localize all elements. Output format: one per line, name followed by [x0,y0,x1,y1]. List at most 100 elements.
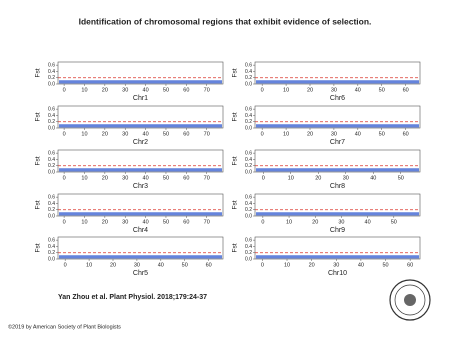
y-tick-label: 0.2 [48,119,55,125]
plot-frame [57,193,224,217]
x-tick-label: 20 [315,175,321,181]
x-tick-label: 0 [261,262,264,268]
y-tick-label: 0.0 [245,256,252,262]
y-tick-label: 0.2 [245,250,252,256]
y-tick-label: 0.6 [245,106,252,112]
x-tick-label: 0 [261,131,264,137]
y-tick-label: 0.4 [245,201,252,207]
x-tick-label: 20 [110,262,116,268]
chromosome-label: Chr2 [133,139,148,146]
x-tick-label: 40 [355,131,361,137]
y-axis-label: Fst [35,68,42,77]
x-tick-label: 10 [81,219,87,225]
plot-frame [254,105,421,129]
x-tick-label: 60 [183,131,189,137]
plot-frame [57,149,224,173]
y-axis-label: Fst [232,243,239,252]
plot-frame [254,61,421,85]
y-tick-label: 0.0 [245,169,252,175]
x-tick-label: 70 [204,131,210,137]
y-tick-label: 0.4 [245,113,252,119]
copyright: ©2019 by American Society of Plant Biolo… [8,323,121,330]
x-tick-label: 40 [355,87,361,93]
y-tick-label: 0.6 [48,237,55,243]
x-tick-label: 0 [262,175,265,181]
x-tick-label: 60 [403,87,409,93]
y-axis-label: Fst [232,200,239,209]
fst-density [59,80,222,84]
x-tick-label: 60 [206,262,212,268]
y-tick-label: 0.0 [48,169,55,175]
x-tick-label: 10 [81,175,87,181]
x-tick-label: 50 [391,219,397,225]
x-tick-label: 20 [312,219,318,225]
plot-frame [254,149,421,173]
y-tick-label: 0.4 [245,69,252,75]
y-tick-label: 0.6 [48,62,55,68]
fst-density [59,255,222,259]
x-tick-label: 40 [143,219,149,225]
x-tick-label: 30 [122,87,128,93]
x-tick-label: 10 [283,131,289,137]
y-axis-label: Fst [35,243,42,252]
x-tick-label: 50 [163,87,169,93]
x-tick-label: 70 [204,219,210,225]
plot-frame [254,236,421,260]
y-tick-label: 0.6 [48,194,55,200]
x-tick-label: 10 [288,175,294,181]
x-tick-label: 50 [163,175,169,181]
y-tick-label: 0.4 [245,157,252,163]
x-tick-label: 40 [143,87,149,93]
x-tick-label: 40 [365,219,371,225]
society-seal [389,279,431,321]
x-tick-label: 0 [64,262,67,268]
x-tick-label: 30 [331,87,337,93]
x-tick-label: 50 [379,87,385,93]
y-tick-label: 0.2 [245,75,252,81]
chromosome-label: Chr3 [133,183,148,190]
citation: Yan Zhou et al. Plant Physiol. 2018;179:… [58,294,207,301]
y-axis-label: Fst [35,156,42,165]
x-tick-label: 50 [163,131,169,137]
plot-frame [57,236,224,260]
y-tick-label: 0.2 [48,250,55,256]
x-tick-label: 50 [182,262,188,268]
x-tick-label: 0 [63,175,66,181]
x-tick-label: 10 [86,262,92,268]
x-tick-label: 50 [382,262,388,268]
chromosome-label: Chr6 [330,95,345,102]
fst-density [59,124,222,128]
chromosome-label: Chr9 [330,227,345,234]
y-tick-label: 0.6 [48,150,55,156]
chromosome-label: Chr5 [133,270,148,277]
fst-density [256,255,419,259]
fst-density [256,124,419,128]
x-tick-label: 40 [158,262,164,268]
x-tick-label: 10 [81,131,87,137]
x-tick-label: 50 [379,131,385,137]
x-tick-label: 60 [407,262,413,268]
x-tick-label: 20 [307,131,313,137]
y-tick-label: 0.2 [245,163,252,169]
y-tick-label: 0.0 [48,213,55,219]
y-tick-label: 0.6 [245,194,252,200]
x-tick-label: 40 [143,175,149,181]
x-tick-label: 20 [102,87,108,93]
x-tick-label: 20 [102,175,108,181]
x-tick-label: 10 [286,219,292,225]
x-tick-label: 60 [183,219,189,225]
x-tick-label: 60 [183,175,189,181]
fst-density [59,212,222,216]
x-tick-label: 0 [63,87,66,93]
x-tick-label: 60 [183,87,189,93]
x-tick-label: 50 [398,175,404,181]
x-tick-label: 40 [358,262,364,268]
x-tick-label: 0 [261,87,264,93]
y-axis-label: Fst [35,200,42,209]
y-tick-label: 0.4 [48,157,55,163]
y-tick-label: 0.6 [245,62,252,68]
x-tick-label: 30 [122,175,128,181]
x-tick-label: 40 [143,131,149,137]
x-tick-label: 30 [122,219,128,225]
y-axis-label: Fst [35,112,42,121]
